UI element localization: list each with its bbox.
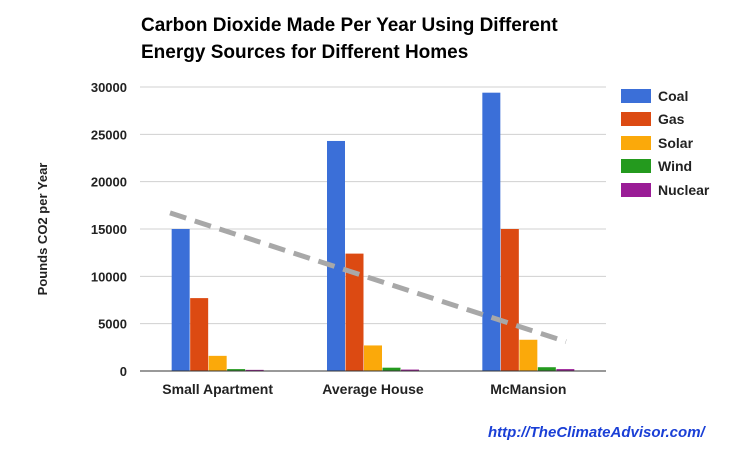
- bar-nuclear-mcmansion: [556, 369, 575, 371]
- bar-solar-small-apartment: [208, 355, 227, 371]
- bar-nuclear-small-apartment: [245, 369, 264, 371]
- bar-wind-average-house: [382, 367, 401, 371]
- legend-label: Coal: [658, 87, 689, 104]
- y-tick-label: 15000: [91, 222, 127, 237]
- y-tick-label: 25000: [91, 127, 127, 142]
- bar-gas-small-apartment: [190, 298, 209, 371]
- bar-coal-mcmansion: [482, 92, 501, 372]
- legend-swatch: [621, 159, 651, 174]
- y-tick-label: 0: [120, 364, 127, 379]
- bar-solar-average-house: [364, 345, 382, 371]
- y-axis-label: Pounds CO2 per Year: [35, 163, 50, 296]
- x-tick-label: McMansion: [490, 381, 566, 397]
- bar-solar-mcmansion: [519, 339, 538, 371]
- legend-label: Solar: [658, 134, 694, 151]
- legend-label: Gas: [658, 111, 685, 128]
- legend-item-solar: Solar: [621, 131, 709, 155]
- legend-swatch: [621, 135, 651, 150]
- legend-item-gas: Gas: [621, 108, 709, 132]
- y-tick-label: 5000: [98, 317, 127, 332]
- legend-label: Nuclear: [658, 181, 710, 198]
- bar-coal-average-house: [327, 140, 345, 371]
- bar-gas-mcmansion: [500, 229, 519, 371]
- legend-item-wind: Wind: [621, 155, 709, 179]
- trendline: [169, 210, 567, 345]
- legend: Coal Gas Solar Wind Nuclear: [621, 84, 709, 202]
- bar-coal-small-apartment: [171, 229, 190, 371]
- bar-gas-average-house: [345, 253, 364, 371]
- chart-title: Carbon Dioxide Made Per Year Using Diffe…: [141, 15, 558, 63]
- bar-wind-small-apartment: [227, 369, 246, 371]
- y-tick-label: 10000: [91, 269, 127, 284]
- credit-link[interactable]: http://TheClimateAdvisor.com/: [488, 424, 705, 441]
- legend-swatch: [621, 182, 651, 197]
- legend-label: Wind: [658, 158, 693, 175]
- legend-swatch: [621, 112, 651, 127]
- bar-nuclear-average-house: [401, 369, 419, 371]
- x-tick-label: Average House: [322, 381, 424, 397]
- y-tick-label: 20000: [91, 175, 127, 190]
- legend-swatch: [621, 88, 651, 103]
- legend-item-nuclear: Nuclear: [621, 178, 709, 202]
- x-tick-label: Small Apartment: [162, 381, 273, 397]
- legend-item-coal: Coal: [621, 84, 709, 108]
- y-tick-label: 30000: [91, 80, 127, 95]
- bar-wind-mcmansion: [537, 367, 556, 371]
